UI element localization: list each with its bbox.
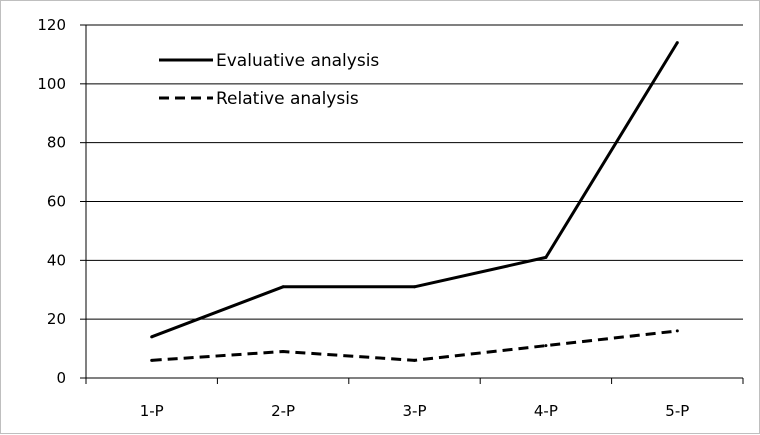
series-line-evaluative: [152, 43, 678, 337]
x-axis-ticks: 1-P 2-P 3-P 4-P 5-P: [86, 378, 743, 420]
x-tick-label: 3-P: [402, 402, 426, 420]
y-tick-label: 40: [47, 251, 66, 269]
data-point: [544, 256, 547, 259]
y-tick-label: 60: [47, 193, 66, 211]
data-point: [282, 350, 285, 353]
y-tick-label: 80: [47, 134, 66, 152]
data-point: [282, 285, 285, 288]
data-point: [150, 359, 153, 362]
y-tick-label: 100: [37, 75, 66, 93]
data-point: [413, 359, 416, 362]
data-point: [676, 329, 679, 332]
data-point: [150, 335, 153, 338]
y-tick-label: 120: [37, 16, 66, 34]
x-tick-label: 2-P: [271, 402, 295, 420]
x-tick-label: 1-P: [140, 402, 164, 420]
y-axis-ticks: 0 20 40 60 80 100 120: [37, 16, 86, 387]
legend-label: Relative analysis: [216, 89, 359, 109]
data-point: [676, 41, 679, 44]
x-tick-label: 5-P: [665, 402, 689, 420]
legend-label: Evaluative analysis: [216, 51, 379, 71]
y-tick-label: 0: [56, 369, 66, 387]
x-tick-label: 4-P: [534, 402, 558, 420]
series-line-relative: [152, 331, 678, 360]
gridlines: [86, 25, 743, 319]
data-point: [544, 344, 547, 347]
y-tick-label: 20: [47, 310, 66, 328]
legend: Evaluative analysis Relative analysis: [159, 51, 379, 109]
data-point: [413, 285, 416, 288]
